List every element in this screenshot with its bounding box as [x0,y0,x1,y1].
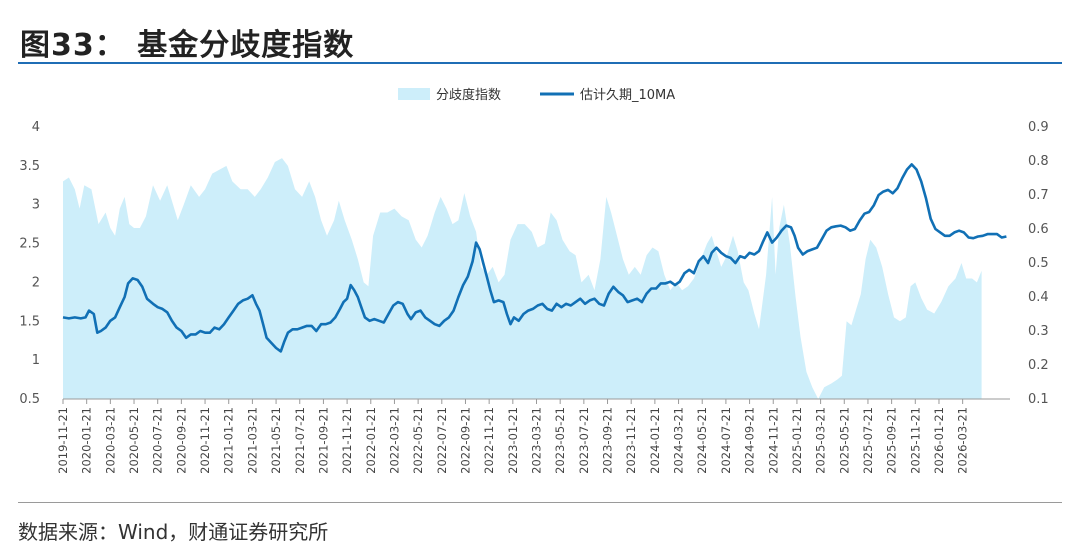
divergence-index-area [63,158,982,399]
x-axis-tick-label: 2023-11-21 [624,407,638,474]
x-axis-tick-label: 2023-01-21 [506,407,520,474]
x-axis-tick-label: 2023-05-21 [553,407,567,474]
x-axis-tick-label: 2022-09-21 [459,407,473,474]
x-axis-tick-label: 2025-07-21 [861,407,875,474]
right-axis-tick-label: 0.5 [1028,256,1049,271]
right-axis-tick-label: 0.3 [1028,324,1049,339]
x-axis-tick-label: 2025-03-21 [814,407,828,474]
x-axis-tick-label: 2021-01-21 [222,407,236,474]
left-axis-tick-label: 4 [32,120,40,135]
data-source-note: 数据来源：Wind，财通证券研究所 [18,520,329,544]
right-axis-tick-label: 0.7 [1028,188,1049,203]
right-axis-tick-label: 0.2 [1028,358,1049,373]
right-axis-tick-label: 0.6 [1028,222,1049,237]
x-axis-tick-label: 2024-07-21 [719,407,733,474]
x-axis-tick-label: 2020-01-21 [80,407,94,474]
x-axis-tick-label: 2021-09-21 [316,407,330,474]
left-axis-tick-label: 1 [32,353,40,368]
legend-area-label: 分歧度指数 [436,87,501,103]
x-axis-tick-label: 2023-09-21 [601,407,615,474]
left-axis-tick-label: 2.5 [19,237,40,252]
figure-header: 图33： 基金分歧度指数 [18,14,1062,64]
plot-area: 0.5 1 1.5 2 2.5 3 3.5 4 0.1 0.2 0.3 0.4 0.5 0.6 0.7 0.8… [19,120,1048,474]
x-axis-tick-label: 2025-05-21 [837,407,851,474]
x-axis-tick-label: 2023-07-21 [577,407,591,474]
x-axis-tick-label: 2020-09-21 [174,407,188,474]
x-axis-tick-label: 2024-09-21 [743,407,757,474]
x-axis-tick-label: 2025-01-21 [790,407,804,474]
x-axis-tick-label: 2021-07-21 [293,407,307,474]
x-axis-tick-label: 2025-11-21 [908,407,922,474]
x-axis-tick-label: 2025-09-21 [885,407,899,474]
x-axis-tick-label: 2022-11-21 [482,407,496,474]
x-axis-tick-label: 2024-03-21 [672,407,686,474]
x-axis-tick-label: 2022-07-21 [435,407,449,474]
x-axis-tick-label: 2020-07-21 [151,407,165,474]
x-axis-tick-label: 2021-03-21 [245,407,259,474]
estimated-duration-line [62,163,1007,353]
x-axis-tick-label: 2026-03-21 [956,407,970,474]
x-axis-tick-label: 2022-01-21 [364,407,378,474]
chart-canvas: 分歧度指数 估计久期_10MA 0.511.522.533.540.10.20.… [19,87,1048,474]
x-axis-tick-label: 2026-01-21 [932,407,946,474]
right-axis-tick-label: 0.8 [1028,154,1049,169]
chart-legend: 分歧度指数 估计久期_10MA [398,87,675,103]
right-axis-tick-label: 0.1 [1028,392,1049,407]
left-axis-tick-label: 2 [32,275,40,290]
x-axis-tick-label: 2024-11-21 [766,407,780,474]
x-axis-tick-label: 2024-01-21 [648,407,662,474]
right-axis-tick-label: 0.4 [1028,290,1049,305]
x-axis-tick-label: 2023-03-21 [530,407,544,474]
x-axis-tick-label: 2021-05-21 [269,407,283,474]
x-axis-tick-label: 2020-05-21 [127,407,141,474]
legend-area-swatch [398,88,430,100]
x-axis-tick-label: 2020-11-21 [198,407,212,474]
x-axis-tick-label: 2022-05-21 [411,407,425,474]
x-axis-tick-label: 2020-03-21 [103,407,117,474]
x-axis-tick-label: 2021-11-21 [340,407,354,474]
left-axis-tick-label: 3.5 [19,159,40,174]
figure-title: 图33： 基金分歧度指数 [20,28,355,63]
left-axis-tick-label: 0.5 [19,392,40,407]
left-axis-tick-label: 1.5 [19,314,40,329]
x-axis-tick-label: 2024-05-21 [695,407,709,474]
left-axis-tick-label: 3 [32,198,40,213]
right-axis-tick-label: 0.9 [1028,120,1049,135]
footer-divider [18,502,1062,503]
x-axis-tick-label: 2022-03-21 [387,407,401,474]
x-axis-tick-label: 2019-11-21 [56,407,70,474]
legend-line-label: 估计久期_10MA [580,88,675,103]
